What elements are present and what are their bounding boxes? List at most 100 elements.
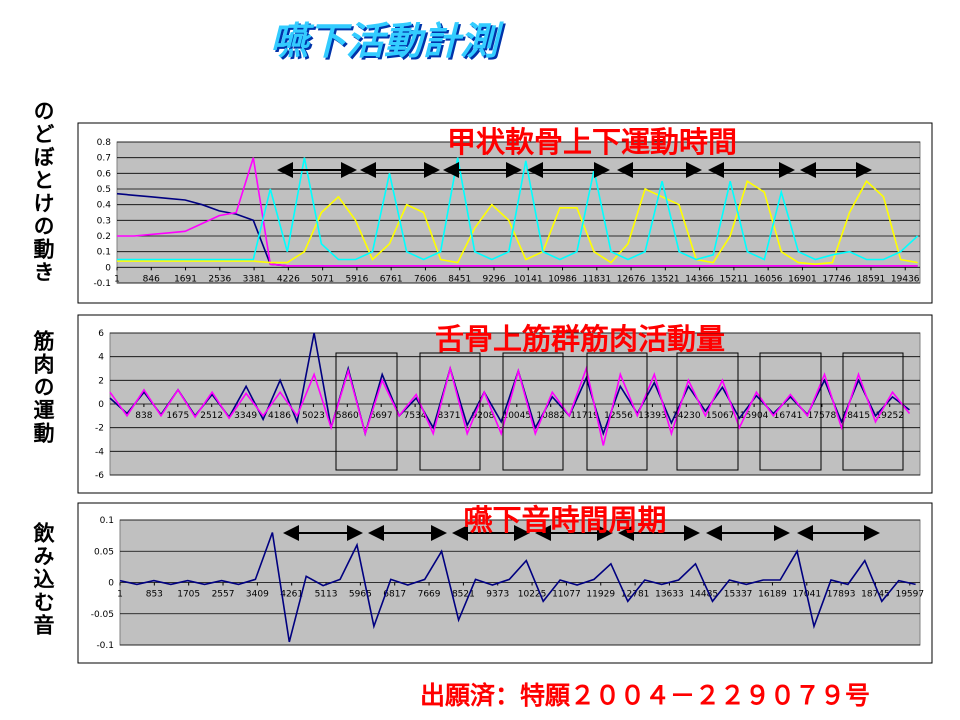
chart: -6 -4 -2 0 2 4 6 838 1675 2512 3349 4186 5023 5860 669…	[95, 329, 921, 481]
y-tick-label: 0	[105, 263, 111, 273]
series-line	[109, 365, 911, 446]
x-tick-label: 8521	[452, 590, 475, 600]
x-tick-label: 12676	[617, 274, 646, 284]
x-tick-label: 18745	[861, 590, 890, 600]
x-tick-label: 11077	[552, 590, 581, 600]
x-tick-label: 5071	[311, 274, 334, 284]
x-tick-label: 2557	[212, 590, 235, 600]
x-tick-label: 12556	[604, 411, 633, 421]
x-tick-label: 7534	[404, 411, 427, 421]
x-tick-label: 9208	[471, 411, 494, 421]
x-tick-label: 10225	[518, 590, 547, 600]
x-tick-label: 15067	[706, 411, 735, 421]
x-tick-label: 18415	[841, 411, 870, 421]
x-tick-label: 18591	[857, 274, 886, 284]
side-label: 飲み込む音	[31, 522, 55, 637]
x-tick-label: 9373	[486, 590, 509, 600]
x-tick-label: 19252	[875, 411, 904, 421]
x-tick-label: 16056	[754, 274, 783, 284]
y-tick-label: 0	[98, 400, 104, 410]
y-tick-label: 6	[98, 329, 104, 339]
x-tick-label: 8451	[448, 274, 471, 284]
x-tick-label: 10882	[536, 411, 565, 421]
x-tick-label: 2536	[208, 274, 231, 284]
x-tick-label: 3381	[243, 274, 266, 284]
x-tick-label: 1691	[174, 274, 197, 284]
x-tick-label: 13633	[655, 590, 684, 600]
x-tick-label: 13521	[651, 274, 680, 284]
x-tick-label: 12781	[621, 590, 650, 600]
y-tick-label: -0.1	[93, 279, 111, 289]
x-tick-label: 10986	[548, 274, 577, 284]
x-tick-label: 4186	[268, 411, 291, 421]
y-tick-label: 0.5	[97, 185, 111, 195]
x-tick-label: 8371	[438, 411, 461, 421]
x-tick-label: 17893	[827, 590, 856, 600]
y-tick-label: -4	[95, 447, 104, 457]
side-label: 筋肉の運動	[31, 330, 55, 445]
x-tick-label: 1675	[166, 411, 189, 421]
x-tick-label: 1705	[177, 590, 200, 600]
x-tick-label: 2512	[200, 411, 223, 421]
y-tick-label: 0.7	[97, 154, 111, 164]
series-line	[117, 179, 918, 266]
y-tick-label: 0.8	[97, 138, 112, 148]
x-tick-label: 10045	[502, 411, 531, 421]
x-tick-label: 10141	[514, 274, 543, 284]
y-tick-label: 0.3	[97, 216, 111, 226]
x-tick-label: 11831	[582, 274, 611, 284]
x-tick-label: 11719	[570, 411, 599, 421]
x-tick-label: 1	[114, 274, 120, 284]
series-line	[119, 532, 916, 643]
x-tick-label: 16189	[758, 590, 787, 600]
x-tick-label: 6817	[383, 590, 406, 600]
x-tick-label: 17578	[808, 411, 837, 421]
x-tick-label: 3349	[234, 411, 257, 421]
y-tick-label: 0.2	[97, 232, 111, 242]
annotation: 嚥下音時間周期	[463, 503, 666, 537]
x-tick-label: 15904	[740, 411, 769, 421]
footer: 出願済：特願２００４－２２９０７９号	[420, 681, 871, 710]
x-tick-label: 6697	[370, 411, 393, 421]
x-tick-label: 838	[135, 411, 152, 421]
x-tick-label: 13393	[638, 411, 667, 421]
x-tick-label: 17746	[822, 274, 851, 284]
x-tick-label: 16741	[774, 411, 803, 421]
x-tick-label: 14230	[672, 411, 701, 421]
x-tick-label: 5113	[315, 590, 338, 600]
y-tick-label: -0.05	[91, 610, 114, 620]
x-tick-label: 7606	[414, 274, 437, 284]
decorations	[277, 162, 904, 541]
x-tick-label: 11929	[586, 590, 615, 600]
x-tick-label: 4261	[280, 590, 303, 600]
x-tick-label: 6761	[380, 274, 403, 284]
x-tick-label: 9296	[483, 274, 506, 284]
x-tick-label: 14485	[689, 590, 718, 600]
series-line	[109, 332, 910, 437]
side-label: のどぼとけの動き	[31, 100, 55, 284]
x-tick-label: 5023	[302, 411, 325, 421]
x-tick-label: 846	[143, 274, 160, 284]
y-tick-label: 0.6	[97, 169, 112, 179]
x-tick-label: 1	[117, 590, 123, 600]
y-tick-label: -2	[95, 424, 104, 434]
y-tick-label: -0.1	[96, 641, 114, 651]
series-line	[117, 157, 918, 267]
chart: -0.1 0 0.1 0.2 0.3 0.4 0.5 0.6 0.7 0.8 1 846 1691 253…	[93, 138, 921, 289]
x-tick-label: 853	[146, 590, 163, 600]
y-tick-label: 0.4	[97, 201, 112, 211]
x-tick-label: 15211	[720, 274, 749, 284]
x-tick-label: 3409	[246, 590, 269, 600]
y-tick-label: 2	[98, 376, 104, 386]
series-line	[117, 157, 919, 261]
annotation: 舌骨上筋群筋肉活動量	[435, 322, 725, 356]
annotation: 甲状軟骨上下運動時間	[447, 125, 737, 159]
x-tick-label: 5965	[349, 590, 372, 600]
x-tick-label: 4226	[277, 274, 300, 284]
y-tick-label: 0.05	[94, 547, 114, 557]
x-tick-label: 5860	[336, 411, 359, 421]
x-tick-label: 7669	[418, 590, 441, 600]
x-tick-label: 19436	[891, 274, 920, 284]
x-tick-label: 15337	[724, 590, 753, 600]
